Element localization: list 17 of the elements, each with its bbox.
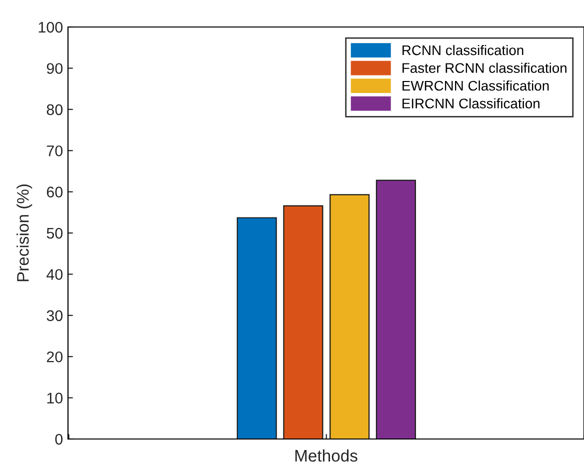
y-tick-label: 60 [46, 186, 63, 198]
y-tick-label: 20 [46, 351, 63, 362]
y-tick-label: 100 [38, 22, 63, 33]
y-tick-label: 40 [46, 269, 63, 280]
y-tick-label: 0 [55, 434, 63, 445]
y-tick-label: 70 [46, 145, 63, 156]
y-axis-title: Precision (%) [16, 184, 32, 282]
legend-label: EWRCNN Classification [402, 80, 549, 91]
legend-label: EIRCNN Classification [402, 98, 540, 108]
y-tick-label: 50 [46, 228, 63, 239]
x-axis-title: Methods [295, 449, 358, 462]
y-tick-label: 10 [47, 392, 63, 404]
y-tick-label: 30 [46, 310, 63, 322]
y-tick-label: 80 [46, 104, 63, 116]
legend-label: RCNN classification [402, 44, 524, 56]
y-tick-label: 90 [46, 63, 63, 74]
legend-label: Faster RCNN classification [402, 62, 566, 73]
